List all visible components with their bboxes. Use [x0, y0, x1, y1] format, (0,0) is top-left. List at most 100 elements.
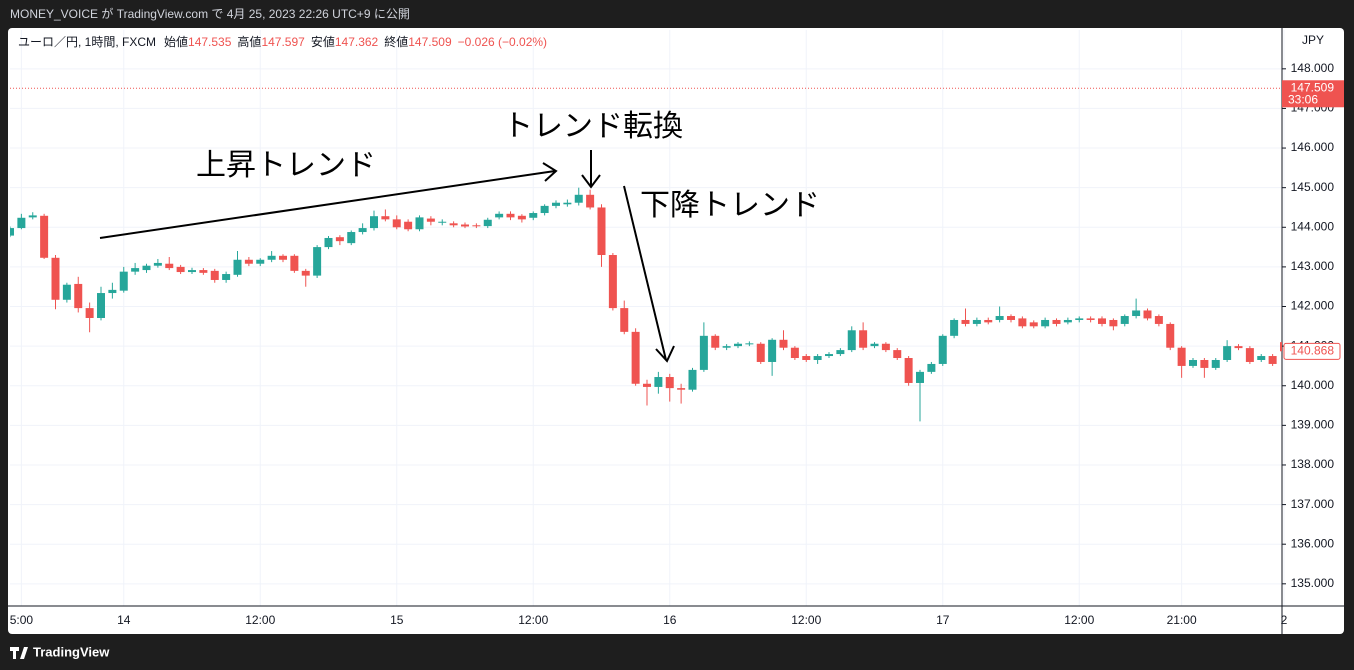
arrow	[581, 150, 601, 189]
change: −0.026 (−0.02%)	[458, 35, 547, 49]
candle-body	[1268, 356, 1277, 364]
candle-body	[28, 215, 37, 218]
arrows	[99, 150, 675, 363]
candle-body	[10, 228, 14, 236]
legend: ユーロ／円, 1時間, FXCM 始値147.535 高値147.597 安値147.…	[18, 34, 547, 49]
candle-body	[1063, 319, 1072, 323]
candle-body	[574, 194, 583, 203]
candle-body	[699, 335, 708, 370]
candle-body	[256, 259, 265, 264]
candle-body	[324, 237, 333, 248]
candle-body	[370, 216, 378, 229]
candle-body	[608, 255, 617, 309]
annotation: 下降トレンド	[640, 189, 820, 222]
candle-body	[836, 350, 845, 355]
candle-body	[1132, 310, 1141, 317]
candle-body	[51, 257, 60, 300]
axes: 148.000147.000146.000145.000144.000143.0…	[10, 61, 1344, 627]
x-tick-label: 12:00	[518, 613, 548, 627]
last-price-label: 140.868	[1291, 344, 1335, 358]
chart-panel	[8, 28, 1344, 634]
open-label: 始値	[164, 34, 188, 49]
candle-body	[1143, 310, 1152, 319]
candle-body	[449, 223, 458, 226]
low-value: 147.362	[335, 35, 379, 49]
candle-body	[802, 356, 811, 360]
candle-body	[790, 347, 799, 359]
candle-body	[1154, 316, 1163, 324]
candle-body	[290, 255, 299, 271]
candle-body	[893, 350, 902, 359]
y-tick-label: 148.000	[1291, 61, 1335, 75]
candle-body	[1280, 342, 1282, 352]
x-tick-label: 15	[390, 613, 404, 627]
x-tick-label: 16	[663, 613, 677, 627]
candle-body	[1211, 359, 1220, 368]
candle-body	[631, 331, 640, 384]
y-tick-label: 139.000	[1291, 418, 1335, 432]
candle-body	[1086, 318, 1095, 320]
candle-body	[472, 225, 481, 227]
candle-body	[995, 316, 1004, 320]
brand: TradingView	[10, 644, 110, 659]
candle-body	[1257, 356, 1266, 360]
close-value: 147.509	[408, 35, 452, 49]
candle-body	[677, 388, 686, 390]
x-tick-label: 2	[1281, 613, 1288, 627]
candle-body	[734, 343, 742, 347]
x-tick-label: 12:00	[1064, 613, 1094, 627]
low-label: 安値	[311, 34, 335, 49]
candle-body	[665, 377, 674, 389]
candle-body	[97, 293, 105, 318]
candle-body	[904, 358, 913, 383]
candle-body	[301, 270, 310, 276]
candle-body	[563, 202, 572, 205]
candle-body	[779, 339, 788, 348]
y-tick-label: 145.000	[1291, 180, 1335, 194]
header-title: MONEY_VOICE が TradingView.com で 4月 25, 2…	[10, 6, 410, 21]
high-label: 高値	[237, 34, 261, 49]
arrow	[99, 162, 558, 239]
y-tick-label: 140.000	[1291, 378, 1335, 392]
candle-body	[176, 266, 185, 273]
candles	[10, 187, 1282, 422]
candle-body	[1018, 318, 1027, 327]
candle-body	[745, 343, 754, 345]
candle-body	[222, 274, 231, 280]
high-value: 147.597	[261, 35, 305, 49]
x-tick-label: 21:00	[1167, 613, 1197, 627]
candle-body	[188, 270, 196, 273]
candle-body	[40, 215, 49, 258]
candle-body	[881, 343, 890, 351]
candle-body	[438, 221, 447, 223]
candle-body	[347, 232, 356, 244]
candle-body	[813, 356, 822, 360]
candle-body	[1200, 359, 1209, 368]
candle-body	[529, 213, 538, 218]
candle-body	[1120, 316, 1129, 324]
candle-body	[279, 255, 287, 260]
candle-body	[483, 219, 492, 227]
currency: JPY	[1302, 33, 1324, 47]
x-tick-label: 17	[936, 613, 950, 627]
x-tick-label: 12:00	[791, 613, 821, 627]
candle-body	[1223, 346, 1232, 360]
price-label: 147.509	[1291, 80, 1335, 94]
candle-body	[517, 215, 526, 220]
candle-body	[768, 339, 777, 362]
candle-body	[142, 265, 151, 271]
candle-body	[108, 289, 117, 294]
x-tick-label: 12:00	[245, 613, 275, 627]
candle-body	[722, 346, 731, 348]
candle-body	[711, 335, 720, 348]
candle-body	[267, 255, 276, 260]
candle-body	[586, 194, 595, 208]
candle-body	[1029, 322, 1038, 327]
candle-body	[1189, 359, 1197, 366]
candle-body	[1234, 346, 1243, 349]
y-tick-label: 135.000	[1291, 576, 1335, 590]
last-price-box	[1283, 342, 1341, 360]
x-tick-label: 14	[117, 613, 131, 627]
